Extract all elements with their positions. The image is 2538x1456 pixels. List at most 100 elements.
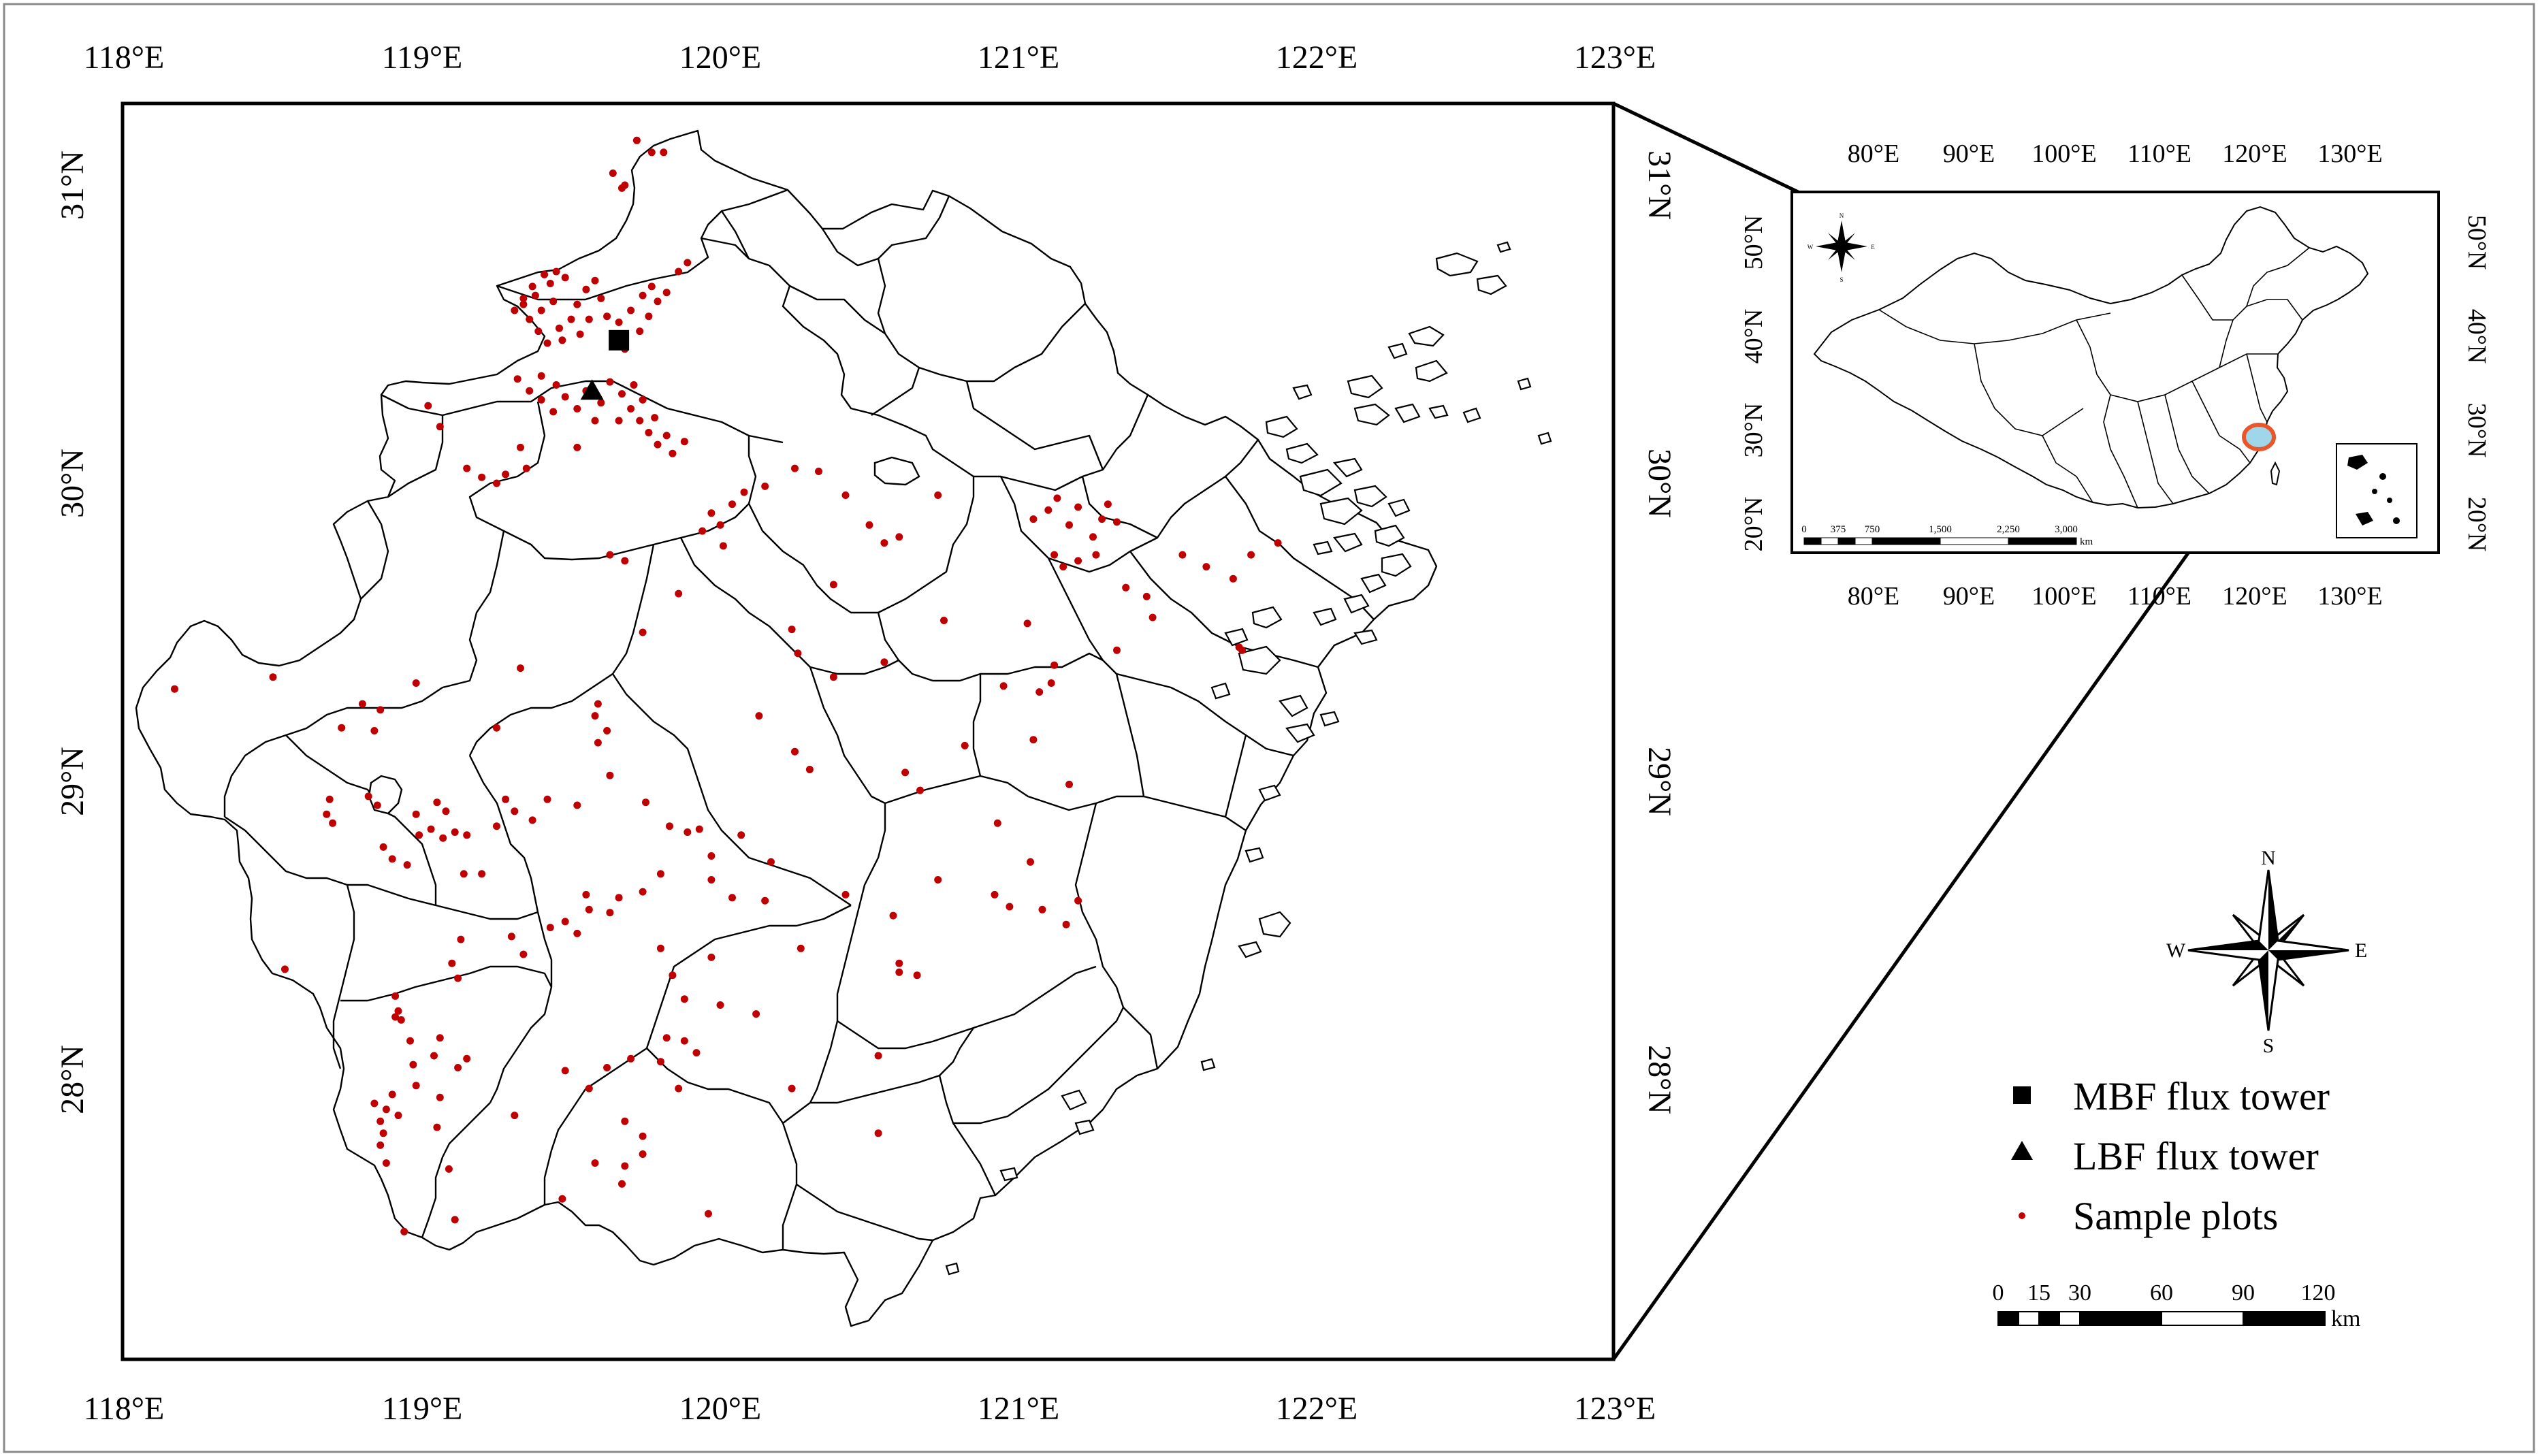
sample-plot [639, 628, 647, 636]
sample-plot [1050, 661, 1059, 669]
island [945, 1262, 960, 1276]
inset-scale-seg [2008, 537, 2077, 545]
inset-lat-tick: 30°N [1739, 403, 1768, 458]
sample-plot [913, 971, 921, 980]
sample-plot [621, 1162, 629, 1170]
county-line [468, 401, 757, 561]
sample-plot [654, 440, 662, 449]
sample-plot [680, 995, 688, 1003]
sample-plot [752, 1010, 760, 1018]
sample-plot [329, 819, 337, 827]
sample-plot [430, 1052, 438, 1060]
inset-lon-tick: 130°E [2317, 140, 2382, 168]
county-line [1074, 803, 1159, 1069]
sample-plot [391, 1013, 400, 1021]
province-line [2137, 401, 2174, 504]
sample-plot [627, 306, 635, 314]
sample-plot [517, 443, 524, 451]
sample-plot [615, 417, 623, 425]
sample-plot [541, 270, 549, 278]
inset-lon-tick: 110°E [2127, 140, 2191, 168]
main-lon-tick: 121°E [978, 39, 1060, 76]
island [1313, 540, 1333, 555]
sample-plot [400, 1227, 408, 1235]
county-line [421, 1102, 491, 1238]
inset-lon-tick: 100°E [2031, 582, 2096, 611]
island [1299, 468, 1343, 497]
sample-plot [493, 724, 500, 732]
sample-plot [1122, 583, 1130, 592]
main-lon-tick: 118°E [84, 1391, 165, 1427]
province-line [1878, 309, 2111, 344]
county-line [360, 500, 389, 600]
sample-plot [1062, 920, 1070, 928]
sample-plot [376, 1141, 385, 1149]
county-line [1115, 673, 1145, 797]
inset-lat-ticks-right: 50°N 40°N 30°N 20°N [2462, 215, 2491, 552]
sample-plot [445, 1165, 453, 1173]
sample-plot [454, 1064, 462, 1071]
sample-plot [737, 831, 745, 839]
inset-lat-tick: 20°N [1739, 497, 1768, 552]
sample-plot [376, 1117, 385, 1125]
sample-plot [511, 306, 519, 314]
scale-bar-label: 30 [2068, 1280, 2091, 1306]
scale-bar-seg [1997, 1311, 2019, 1326]
inset-scale-label: 2,250 [1997, 524, 2020, 535]
county-line [965, 381, 1104, 470]
china-outline [1813, 206, 2369, 509]
sample-plot [567, 315, 575, 323]
sample-plot [666, 822, 673, 830]
inset-compass: N S E W [1808, 212, 1876, 283]
compass-star-shade [2268, 950, 2349, 960]
sample-plot [412, 810, 420, 818]
sample-plot [865, 521, 873, 529]
county-line [701, 237, 1149, 491]
inset-lon-tick: 110°E [2127, 582, 2191, 611]
inset-compass-s: S [1840, 276, 1843, 283]
island [1224, 628, 1249, 647]
lakes [368, 456, 920, 815]
sample-plot [379, 1129, 387, 1137]
compass-s: S [2263, 1035, 2275, 1057]
legend-mbf-label: MBF flux tower [2073, 1074, 2330, 1118]
scale-bar-label: 0 [1993, 1280, 2004, 1306]
sample-plot [761, 896, 769, 905]
sample-plot [991, 890, 999, 899]
sample-plot [627, 405, 635, 412]
island [1285, 723, 1315, 743]
island [1061, 1089, 1087, 1111]
sample-plot [409, 1061, 417, 1069]
sample-plot [740, 488, 748, 496]
county-line [1129, 551, 1319, 668]
legend-lbf-symbol [2011, 1141, 2033, 1160]
inset-lon-tick: 80°E [1848, 140, 1899, 168]
county-line [645, 904, 852, 1049]
county-line [679, 537, 899, 675]
main-lat-tick: 28°N [54, 1045, 91, 1114]
sample-plot [642, 798, 649, 807]
sample-plot [1029, 736, 1038, 744]
sample-plot [841, 491, 850, 499]
legend: MBF flux tower LBF flux tower Sample plo… [2011, 1074, 2330, 1238]
sample-plot [662, 1034, 671, 1042]
legend-mbf-symbol [2013, 1086, 2031, 1104]
island [1210, 682, 1231, 700]
sample-plot [1059, 563, 1067, 571]
sample-plot [1027, 858, 1034, 866]
inset-scale-bar: 0 375 750 1,500 2,250 3,000 km [1801, 524, 2093, 547]
island [1387, 342, 1408, 359]
sample-plot [412, 679, 420, 687]
sample-plot [895, 533, 903, 541]
main-lat-tick: 30°N [1641, 449, 1677, 518]
inset-compass-e: E [1871, 244, 1875, 250]
inset-map: N S E W 0 375 750 1,500 2,250 3,000 km 8… [1739, 140, 2491, 611]
flux-towers-layer [580, 329, 630, 400]
sample-plot [805, 766, 814, 773]
sample-plot [546, 924, 554, 932]
sample-plot [325, 795, 334, 803]
sample-plot [993, 819, 1001, 827]
main-lon-tick: 119°E [382, 1391, 463, 1427]
sample-plot [645, 429, 653, 436]
